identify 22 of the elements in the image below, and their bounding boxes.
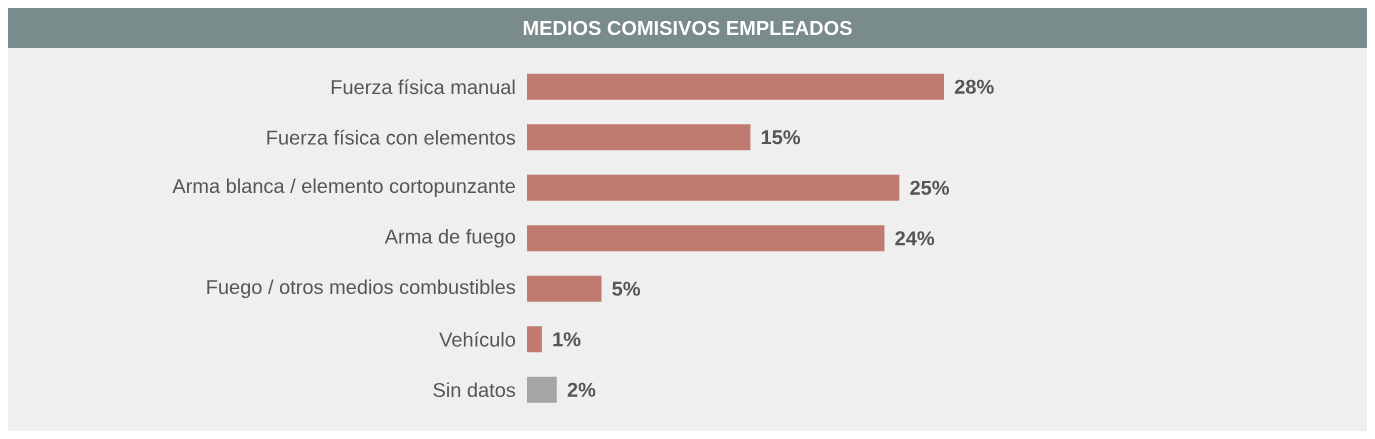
y-tick-label: Fuerza física manual bbox=[331, 79, 515, 95]
data-label: 1% bbox=[553, 332, 581, 347]
y-tick-label: Fuego / otros medios combustibles bbox=[207, 279, 516, 299]
chart-title: MEDIOS COMISIVOS EMPLEADOS bbox=[523, 20, 852, 36]
data-label: 5% bbox=[612, 281, 641, 296]
y-tick-label: Arma de fuego bbox=[384, 228, 515, 248]
bar bbox=[527, 376, 557, 403]
bar bbox=[527, 275, 602, 302]
bar bbox=[527, 174, 900, 201]
data-label: 2% bbox=[567, 382, 596, 397]
data-label: 15% bbox=[761, 130, 801, 145]
bar bbox=[527, 225, 885, 252]
bar bbox=[527, 124, 751, 151]
y-tick-label: Sin datos bbox=[433, 382, 516, 398]
data-label: 28% bbox=[954, 79, 994, 94]
y-tick-label: Arma blanca / elemento cortopunzante bbox=[172, 178, 515, 198]
bar bbox=[527, 73, 945, 100]
data-label: 25% bbox=[910, 180, 950, 195]
y-tick-label: Fuerza física con elementos bbox=[267, 129, 516, 145]
bar bbox=[527, 326, 542, 353]
data-label: 24% bbox=[895, 231, 935, 246]
y-tick-label: Vehículo bbox=[439, 331, 516, 347]
